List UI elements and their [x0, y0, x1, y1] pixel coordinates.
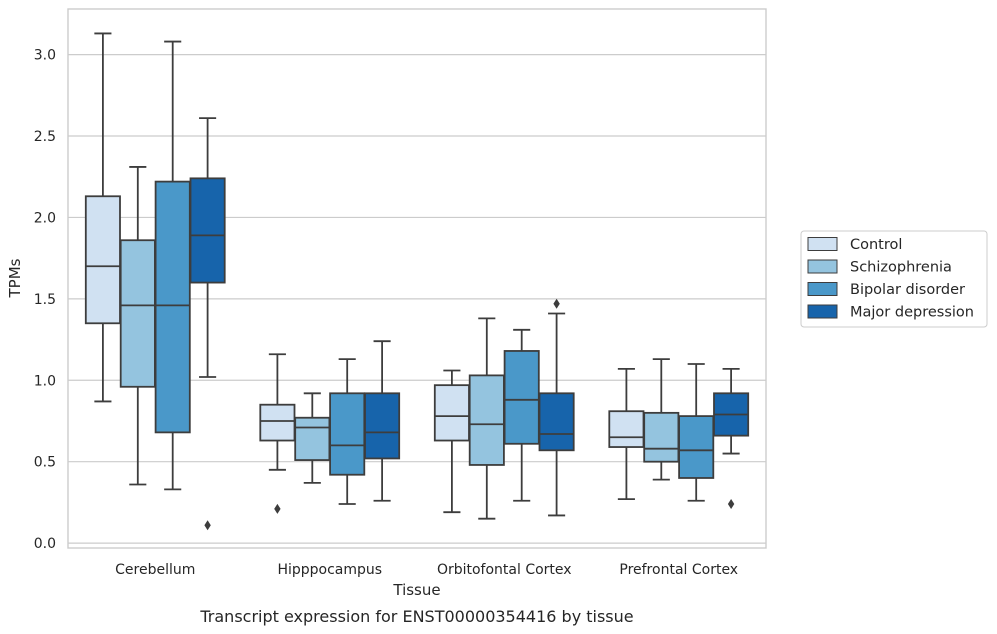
y-tick-label: 3.0 [34, 48, 56, 64]
box-1-3 [364, 340, 401, 502]
box-2-0 [433, 369, 470, 514]
x-tick-label: Hipppocampus [277, 562, 382, 578]
box-3-1 [643, 358, 680, 481]
y-tick-labels: 0.0 0.5 1.0 1.5 2.0 2.5 3.0 [34, 48, 56, 553]
box-body [503, 350, 540, 445]
chart-caption: Transcript expression for ENST0000035441… [199, 607, 633, 626]
outlier-point [274, 503, 281, 514]
box-3-2 [678, 363, 715, 502]
box-body [643, 411, 680, 463]
y-tick-label: 1.0 [34, 373, 56, 389]
box-body [468, 374, 505, 466]
legend-swatch [807, 282, 838, 296]
box-layer [84, 32, 750, 531]
box-body [189, 177, 226, 284]
box-0-0 [84, 32, 121, 403]
x-tick-label: Cerebellum [115, 562, 195, 578]
box-body [608, 410, 645, 448]
box-body [364, 392, 401, 460]
box-2-2 [503, 328, 540, 502]
y-tick-label: 0.5 [34, 455, 56, 471]
box-1-2 [329, 358, 366, 505]
box-0-2 [154, 40, 191, 491]
legend-frame [800, 230, 988, 328]
y-tick-label: 0.0 [34, 536, 56, 552]
box-body [294, 416, 331, 461]
box-0-1 [119, 166, 156, 486]
legend-items: Control Schizophrenia Bipolar disorder Majo… [807, 237, 974, 321]
y-tick-label: 2.0 [34, 210, 56, 226]
box-2-3 [538, 298, 575, 517]
x-tick-label: Prefrontal Cortex [619, 562, 738, 578]
outlier-point [727, 499, 735, 510]
x-tick-label: Orbitofontal Cortex [437, 562, 572, 578]
box-body [84, 195, 121, 325]
box-body [154, 180, 191, 434]
x-tick-labels: Cerebellum Hipppocampus Orbitofontal Corte… [115, 562, 738, 578]
box-body [538, 392, 575, 452]
legend-label: Bipolar disorder [850, 282, 965, 298]
box-3-0 [608, 367, 645, 501]
box-3-3 [713, 367, 750, 510]
legend-swatch [807, 259, 838, 274]
legend-label: Major depression [850, 305, 974, 321]
box-body [119, 239, 156, 388]
plot-frame [67, 8, 767, 549]
box-body [678, 415, 715, 479]
box-1-0 [259, 353, 296, 514]
y-axis-label: TPMs [6, 258, 24, 298]
outlier-point [553, 298, 560, 309]
legend: Control Schizophrenia Bipolar disorder Majo… [800, 230, 988, 328]
box-1-1 [294, 392, 331, 484]
legend-swatch [807, 304, 838, 319]
box-body [433, 384, 470, 442]
outlier-point [204, 520, 211, 531]
y-tick-label: 2.5 [34, 129, 56, 145]
legend-swatch [807, 237, 838, 251]
box-body [259, 403, 296, 442]
y-tick-label: 1.5 [34, 292, 56, 308]
legend-label: Control [850, 237, 902, 253]
box-2-1 [468, 317, 505, 520]
legend-label: Schizophrenia [850, 260, 952, 276]
box-0-3 [189, 117, 226, 531]
x-axis-label: Tissue [392, 581, 440, 599]
box-body [329, 392, 366, 476]
